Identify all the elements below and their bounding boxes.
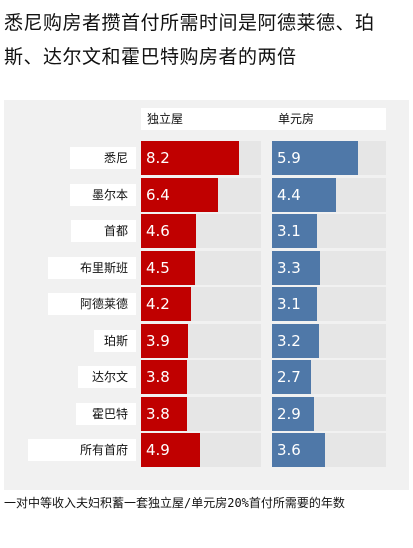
bar-house: 8.2 <box>141 141 239 175</box>
bar-unit: 2.7 <box>272 360 311 394</box>
bar-house: 4.5 <box>141 251 195 285</box>
category-label: 阿德莱德 <box>48 293 136 315</box>
bar-unit: 2.9 <box>272 397 314 431</box>
chart-footnote: 一对中等收入夫妇积蓄一套独立屋/单元房20%首付所需要的年数 <box>4 496 345 510</box>
bar-unit: 3.2 <box>272 324 319 358</box>
bar-house: 3.9 <box>141 324 188 358</box>
chart-title: 悉尼购房者攒首付所需时间是阿德莱德、珀斯、达尔文和霍巴特购房者的两倍 <box>4 12 375 68</box>
category-label: 悉尼 <box>70 147 136 169</box>
bar-unit: 3.3 <box>272 251 320 285</box>
series-header-house: 独立屋 <box>141 108 272 130</box>
category-label: 霍巴特 <box>76 403 136 425</box>
bar-unit: 4.4 <box>272 178 336 212</box>
category-label: 墨尔本 <box>70 184 136 206</box>
bar-house: 3.8 <box>141 397 187 431</box>
bar-unit: 3.1 <box>272 214 317 248</box>
bar-house: 4.2 <box>141 287 191 321</box>
series-header-unit: 单元房 <box>272 108 386 130</box>
category-label: 首都 <box>71 220 136 242</box>
category-label: 布里斯班 <box>48 257 136 279</box>
category-label: 珀斯 <box>94 330 136 352</box>
bar-unit: 5.9 <box>272 141 358 175</box>
bar-unit: 3.1 <box>272 287 317 321</box>
bar-house: 4.9 <box>141 433 200 467</box>
bar-house: 4.6 <box>141 214 196 248</box>
category-label: 所有首府 <box>28 439 136 461</box>
bar-house: 6.4 <box>141 178 218 212</box>
bar-unit: 3.6 <box>272 433 325 467</box>
category-label: 达尔文 <box>78 366 136 388</box>
bar-house: 3.8 <box>141 360 187 394</box>
